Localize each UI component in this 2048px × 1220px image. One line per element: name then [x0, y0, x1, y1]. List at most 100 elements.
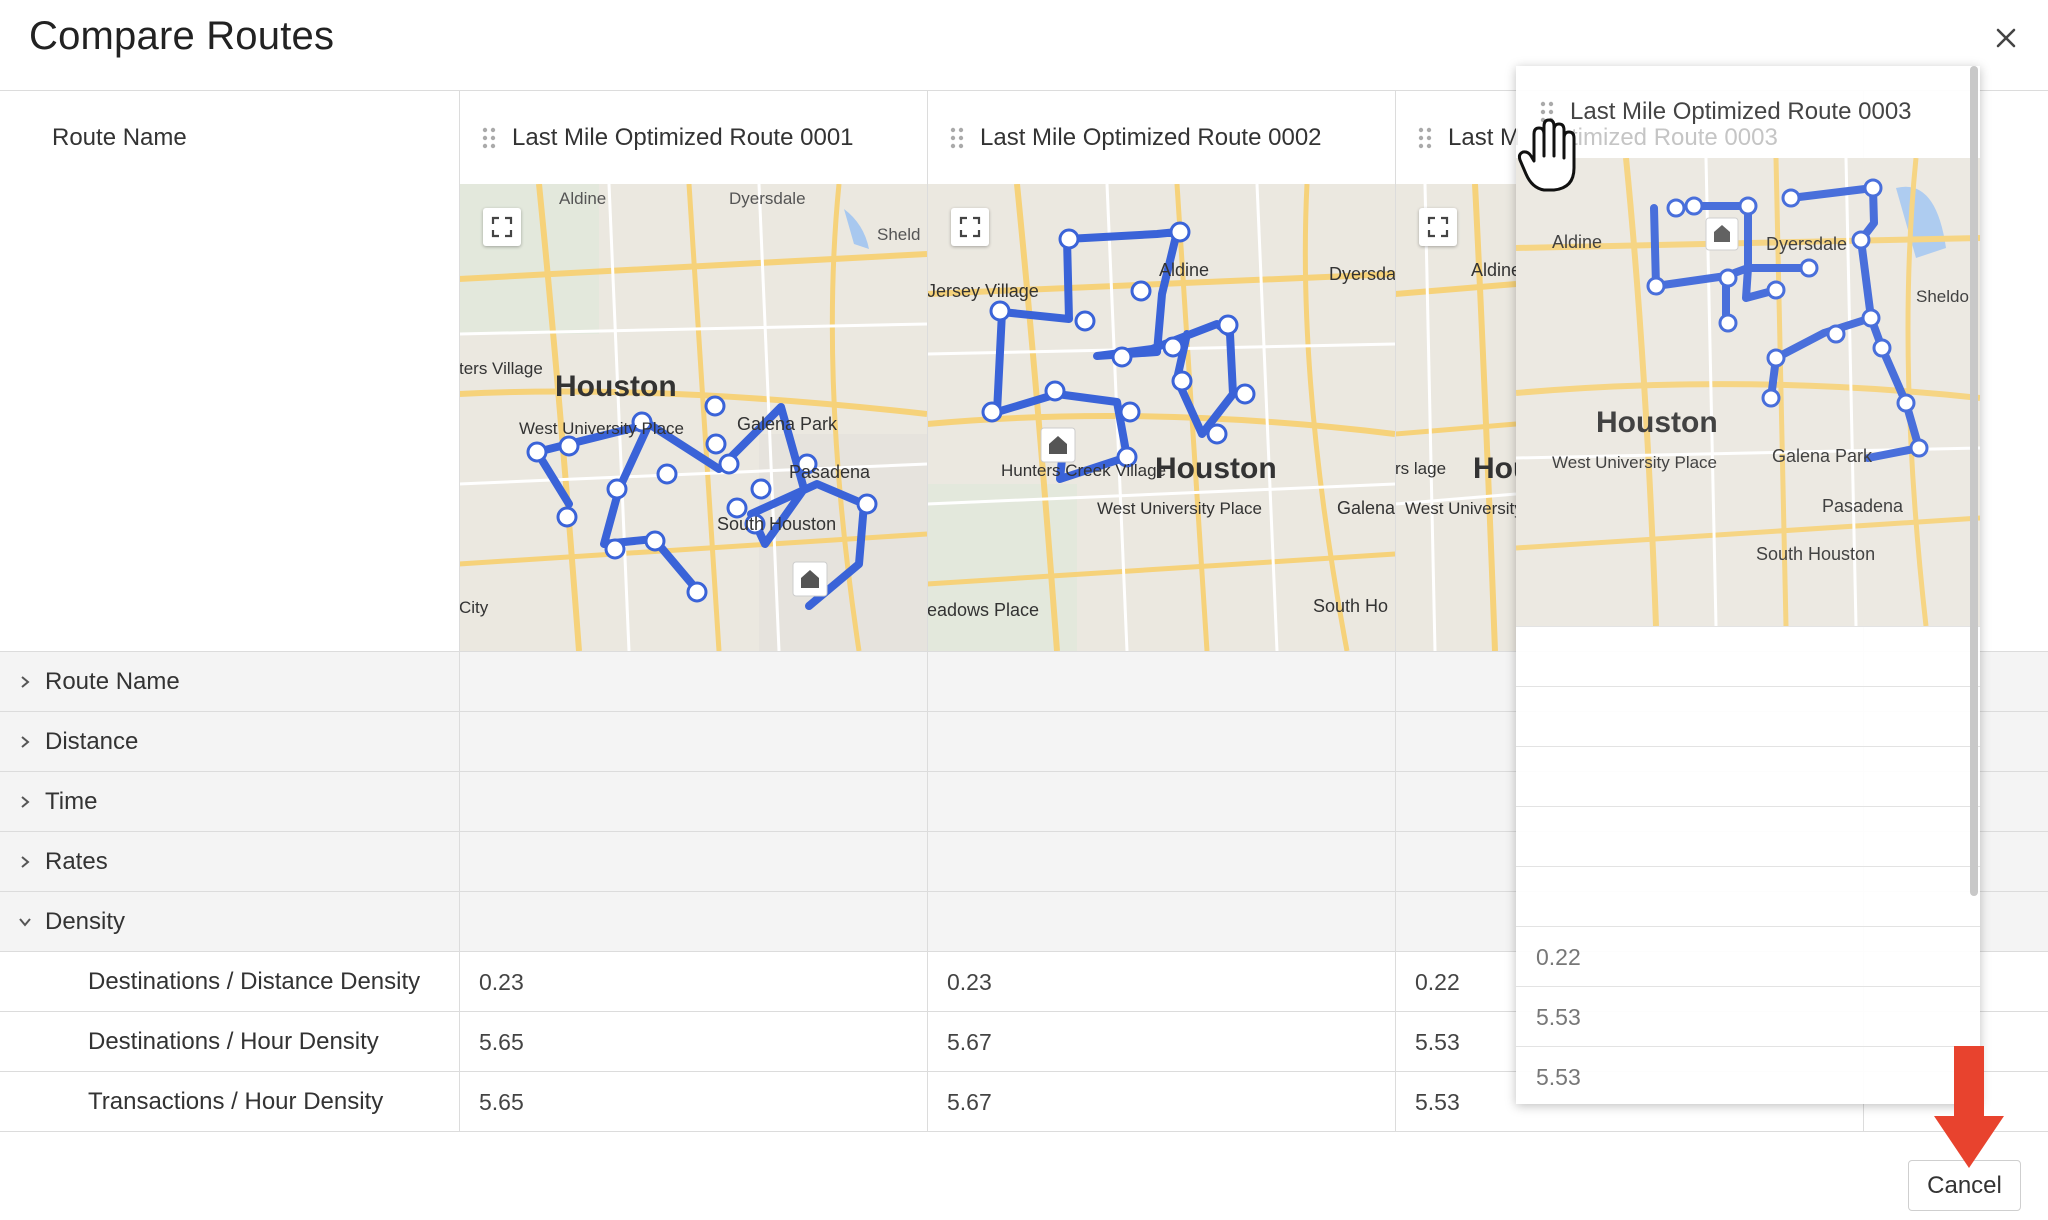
map-label-city: Hou — [1473, 452, 1516, 485]
map-label: Dyersdale — [729, 189, 806, 208]
close-icon[interactable] — [1988, 20, 2024, 56]
density-value: 5.65 — [479, 1088, 524, 1115]
density-row-transactions-hour: Transactions / Hour Density 5.65 5.67 5.… — [0, 1071, 2048, 1131]
density-value: 5.67 — [947, 1028, 992, 1055]
ghost-scrollbar[interactable] — [1970, 66, 1978, 896]
map-label-city: Houston — [1596, 406, 1718, 439]
row-label: Destinations / Distance Density — [88, 968, 421, 995]
grab-hand-icon — [1517, 118, 1576, 192]
fullscreen-button[interactable] — [483, 208, 521, 246]
ghost-column-header: Last Mile Optimized Route 0003 — [1516, 66, 1980, 158]
map-label: Pasadena — [1822, 496, 1904, 516]
ghost-value: 5.53 — [1536, 1003, 1581, 1030]
density-row-destinations-distance: Destinations / Distance Density 0.23 0.2… — [0, 951, 2048, 1011]
chevron-right-icon — [21, 736, 30, 748]
drag-handle-icon[interactable] — [482, 127, 496, 149]
cancel-button[interactable]: Cancel — [1908, 1160, 2021, 1211]
map-label: eadows Place — [927, 600, 1039, 620]
column-header-label: Route Name — [52, 123, 187, 151]
column-header-route-0002[interactable]: Last Mile Optimized Route 0002 — [950, 91, 1322, 184]
density-value: 5.65 — [479, 1028, 524, 1055]
density-value: 5.53 — [1415, 1028, 1460, 1055]
footer-divider — [0, 1131, 2048, 1132]
map-canvas: Jersey Village Aldine Dyersda Houston We… — [927, 184, 1395, 651]
map-label: rs lage — [1395, 459, 1446, 478]
group-label: Time — [45, 788, 98, 815]
ghost-header-shadow: timized Route 0003 — [1571, 124, 1778, 151]
route-name-header: Last Mile Optimized Route 0001 — [512, 123, 854, 151]
map-label: Dyersdale — [1766, 234, 1847, 254]
fullscreen-icon — [491, 216, 513, 238]
chevron-right-icon — [21, 796, 30, 808]
map-label: South Houston — [1756, 544, 1875, 564]
column-divider — [927, 91, 928, 1131]
fullscreen-button[interactable] — [1419, 208, 1457, 246]
ghost-row — [1516, 866, 1980, 926]
map-label: Sheld — [877, 225, 920, 244]
ghost-row — [1516, 806, 1980, 866]
map-label: Aldine — [1471, 260, 1516, 280]
row-label: Destinations / Hour Density — [88, 1028, 379, 1055]
map-label-city: Houston — [555, 370, 677, 403]
drag-handle-icon[interactable] — [950, 127, 964, 149]
density-value: 0.23 — [479, 968, 524, 995]
map-label: West University Place — [519, 419, 684, 438]
map-label: ters Village — [459, 359, 543, 378]
map-label: Aldine — [1159, 260, 1209, 280]
ghost-row — [1516, 626, 1980, 686]
home-depot-icon — [1049, 436, 1067, 454]
column-header-route-0001[interactable]: Last Mile Optimized Route 0001 — [482, 91, 854, 184]
density-value: 0.23 — [947, 968, 992, 995]
density-value: 5.67 — [947, 1088, 992, 1115]
map-label: Galena Park — [1772, 446, 1873, 466]
map-label: South Houston — [717, 514, 836, 534]
route-name-header: Last Mile Optimized Route 0002 — [980, 123, 1322, 151]
map-label: West University Place — [1097, 499, 1262, 518]
ghost-value: 5.53 — [1536, 1063, 1581, 1090]
dialog-title: Compare Routes — [29, 14, 335, 58]
ghost-value: 0.22 — [1536, 943, 1581, 970]
fullscreen-button[interactable] — [951, 208, 989, 246]
route-map-0001[interactable]: Aldine Dyersdale Sheld Houston Galena Pa… — [459, 184, 927, 651]
map-label: Galena Park — [737, 414, 838, 434]
fullscreen-icon — [959, 216, 981, 238]
column-divider — [1395, 91, 1396, 1131]
chevron-down-icon — [19, 918, 31, 927]
map-label: Sheldon — [1916, 287, 1978, 306]
map-label: Jersey Village — [927, 281, 1039, 301]
map-label: Pasadena — [789, 462, 871, 482]
density-value: 0.22 — [1415, 968, 1460, 995]
group-label: Rates — [45, 848, 108, 875]
arrow-down-icon — [1934, 1046, 2004, 1168]
row-label: Transactions / Hour Density — [88, 1088, 384, 1115]
map-label: West University Place — [1405, 499, 1516, 518]
dialog-header: Compare Routes — [0, 0, 2048, 91]
density-row-destinations-hour: Destinations / Hour Density 5.65 5.67 5.… — [0, 1011, 2048, 1071]
route-map-0002[interactable]: Jersey Village Aldine Dyersda Houston We… — [927, 184, 1395, 651]
home-depot-icon — [801, 570, 819, 588]
dragging-column-ghost[interactable]: Last Mile Optimized Route 0003 — [1516, 66, 1980, 1104]
ghost-row — [1516, 686, 1980, 746]
ghost-route-name: Last Mile Optimized Route 0003 — [1570, 98, 1912, 125]
fullscreen-icon — [1427, 216, 1449, 238]
chevron-right-icon — [21, 676, 30, 688]
route-name-header: Last M — [1448, 123, 1521, 151]
map-canvas: Aldine rs lage Hou West University Place — [1395, 184, 1516, 651]
group-label: Density — [45, 908, 126, 935]
density-value: 5.53 — [1415, 1088, 1460, 1115]
ghost-route-map: Aldine Dyersdale Sheldon Houston West Un… — [1516, 158, 1980, 626]
ghost-row — [1516, 746, 1980, 806]
home-depot-icon — [1714, 225, 1730, 242]
map-label: City — [459, 598, 489, 617]
map-canvas: Aldine Dyersdale Sheld Houston Galena Pa… — [459, 184, 927, 651]
drag-handle-icon[interactable] — [1418, 127, 1432, 149]
column-divider — [459, 91, 460, 1131]
group-label: Distance — [45, 728, 139, 755]
group-label: Route Name — [45, 668, 180, 695]
map-label: South Ho — [1313, 596, 1388, 616]
column-header-route-0003[interactable]: Last M — [1418, 91, 1520, 184]
route-map-0003[interactable]: Aldine rs lage Hou West University Place — [1395, 184, 1516, 651]
column-header-route-name: Route Name — [52, 91, 187, 184]
map-label: Hunters Creek Village — [1001, 461, 1166, 480]
map-label: Dyersda — [1329, 264, 1395, 284]
